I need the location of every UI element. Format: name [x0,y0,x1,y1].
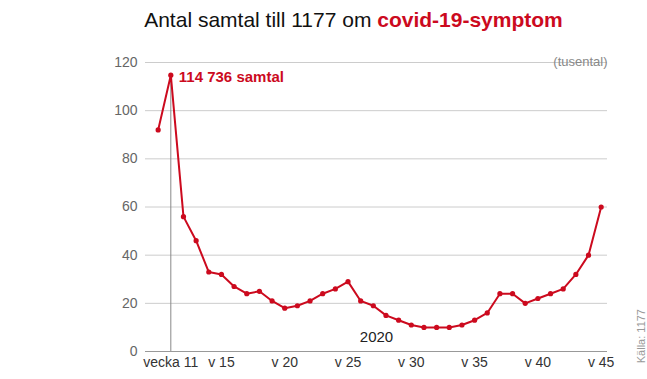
svg-text:(tusental): (tusental) [553,54,607,69]
svg-text:40: 40 [122,247,138,263]
svg-text:20: 20 [122,295,138,311]
svg-text:v 40: v 40 [525,354,552,370]
svg-text:v 35: v 35 [461,354,488,370]
svg-text:v 30: v 30 [398,354,425,370]
svg-text:80: 80 [122,150,138,166]
svg-text:v 20: v 20 [271,354,298,370]
svg-text:2020: 2020 [360,328,393,345]
svg-text:114 736 samtal: 114 736 samtal [179,68,284,85]
svg-text:100: 100 [114,102,138,118]
svg-text:0: 0 [130,343,138,359]
html-text:Källa: 1177: Källa: 1177 [635,309,647,364]
svg-text:v 25: v 25 [335,354,362,370]
svg-text:v 15: v 15 [208,354,235,370]
svg-text:vecka 11: vecka 11 [143,354,198,370]
svg-text:120: 120 [114,54,138,70]
html-text:Antal samtal till 1177 om covi: Antal samtal till 1177 om covid-19-sympt… [144,8,563,31]
svg-text:60: 60 [122,198,138,214]
svg-text:v 45: v 45 [588,354,615,370]
